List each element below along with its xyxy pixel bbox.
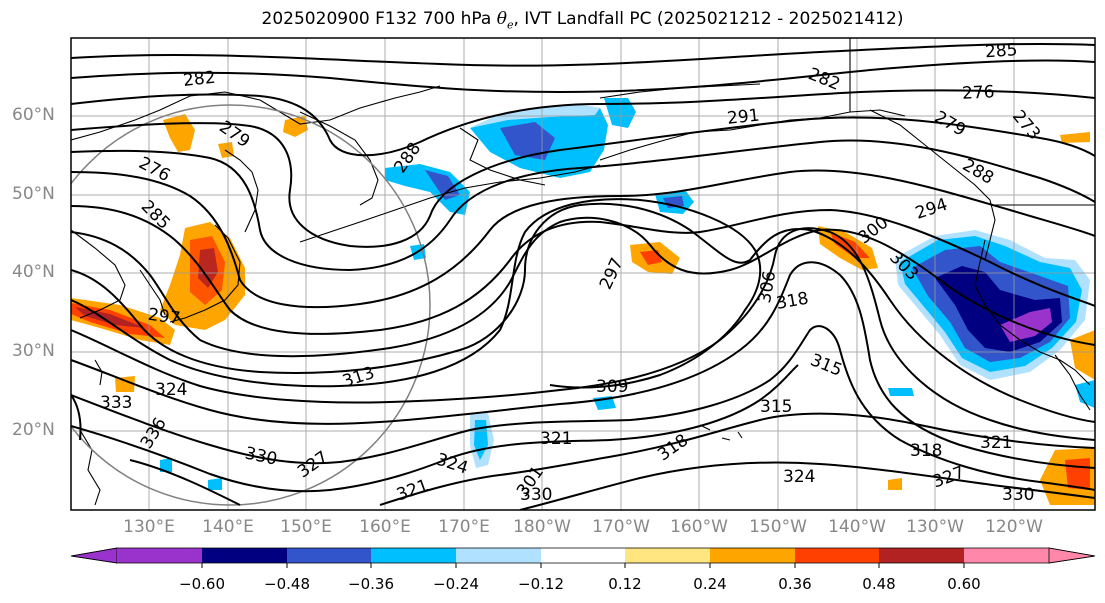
colorbar-seg	[964, 548, 1049, 563]
colorbar-tick-label: 0.24	[693, 575, 727, 593]
colorbar-seg	[456, 548, 541, 563]
lon-label: 150°W	[749, 517, 807, 537]
coast-alaska-west	[459, 127, 546, 186]
map-frame	[70, 37, 1096, 511]
coast-kamchatka-2	[299, 111, 379, 206]
colorbar-tick-label: −0.48	[264, 575, 310, 593]
colorbar-seg	[625, 548, 710, 563]
colorbar-seg	[879, 548, 964, 563]
shade-bering-blue-dark	[500, 122, 555, 160]
coast-china	[71, 229, 126, 319]
contour-label: 297	[147, 305, 182, 329]
lon-label: 130°W	[906, 517, 964, 537]
theta-e-contours	[71, 42, 1095, 510]
contour-label: 318	[910, 441, 942, 461]
contour-label: 276	[962, 82, 995, 104]
coast-japan	[169, 224, 241, 323]
shade-small-blue-2	[888, 388, 914, 396]
theta-subscript: e	[506, 18, 514, 32]
gridlines	[71, 38, 1095, 510]
contour-label: 324	[155, 380, 187, 400]
coastlines	[71, 38, 1095, 506]
lat-label: 40°N	[12, 262, 55, 282]
colorbar-extend-high	[1048, 547, 1096, 564]
coast-aleutians	[299, 164, 601, 243]
map-title: 2025020900 F132 700 hPa θe, IVT Landfall…	[0, 9, 1105, 31]
contour-label: 315	[760, 397, 792, 417]
shade-small-orange-2	[1060, 132, 1090, 143]
lon-label: 130°E	[123, 517, 175, 537]
colorbar-outline	[70, 547, 1096, 564]
lon-label: 180°W	[513, 517, 571, 537]
colorbar-seg	[287, 548, 371, 563]
map-plot-area: 282 279 276 285 288 285 282 291 276 279 …	[71, 38, 1095, 510]
contour-label: 291	[726, 106, 760, 129]
coast-westcoast	[974, 239, 1091, 386]
shade-bering-blue-2	[604, 98, 636, 128]
colorbar-extend-low	[70, 547, 118, 564]
colorbar-tick-label: 0.60	[947, 575, 981, 593]
coast-bc	[869, 109, 996, 261]
contour-label: 321	[540, 429, 572, 449]
colorbar-tick-label: 0.48	[862, 575, 896, 593]
lon-label: 140°W	[828, 517, 886, 537]
shade-okhotsk-orange	[218, 142, 234, 158]
colorbar-tick-label: −0.60	[179, 575, 225, 593]
colorbar-tick-label: −0.36	[348, 575, 394, 593]
contour-label: 330	[1002, 485, 1034, 505]
colorbar-tick-label: 0.12	[608, 575, 642, 593]
contour-label: 330	[520, 485, 552, 505]
contour-label: 309	[596, 377, 628, 397]
contour-label: 333	[100, 393, 132, 413]
lon-label: 170°W	[592, 517, 650, 537]
colorbar-tick-label: −0.12	[518, 575, 564, 593]
title-suffix: , IVT Landfall PC (2025021212 - 20250214…	[513, 9, 904, 29]
range-circle	[71, 104, 431, 506]
colorbar-seg	[795, 548, 879, 563]
shade-west-coast-purple	[1000, 308, 1052, 342]
colorbar-seg	[202, 548, 287, 563]
shade-small-orange-4	[888, 478, 902, 490]
shade-kamchatka-orange-2	[283, 116, 308, 137]
contour-labels: 282 279 276 285 288 285 282 291 276 279 …	[100, 40, 1044, 505]
colorbar-tick-label: −0.24	[433, 575, 479, 593]
lat-label: 50°N	[12, 184, 55, 204]
contour-label: 285	[984, 40, 1018, 62]
lon-label: 120°W	[985, 517, 1043, 537]
shade-aleutian-blue	[385, 164, 470, 215]
lat-label: 20°N	[12, 420, 55, 440]
contour-label: 324	[783, 467, 815, 487]
contour-label: 321	[980, 433, 1012, 453]
lon-label: 140°E	[202, 517, 254, 537]
contour-label: 282	[182, 68, 216, 91]
colorbar	[70, 547, 1096, 568]
colorbar-seg	[541, 548, 625, 563]
lon-label: 150°E	[280, 517, 332, 537]
lon-label: 160°W	[670, 517, 728, 537]
lat-label: 60°N	[12, 105, 55, 125]
colorbar-seg	[710, 548, 795, 563]
shade-japan-core-2	[198, 248, 218, 288]
shade-small-blue-3	[1075, 380, 1095, 408]
coast-korea	[139, 269, 166, 316]
theta-symbol: θ	[496, 9, 507, 29]
shade-small-blue-5	[160, 458, 172, 472]
coast-asia-north	[71, 85, 441, 141]
shade-small-orange-1	[115, 376, 135, 392]
lon-label: 170°E	[438, 517, 490, 537]
shade-small-blue-6	[208, 478, 222, 490]
lon-label: 160°E	[359, 517, 411, 537]
coast-philippines	[79, 429, 101, 506]
colorbar-seg	[117, 548, 202, 563]
coast-baja	[1054, 354, 1091, 411]
coast-kamchatka	[224, 149, 259, 233]
title-prefix: 2025020900 F132 700 hPa	[261, 9, 497, 29]
colorbar-seg	[371, 548, 456, 563]
lat-label: 30°N	[12, 341, 55, 361]
colorbar-tick-label: 0.36	[778, 575, 812, 593]
